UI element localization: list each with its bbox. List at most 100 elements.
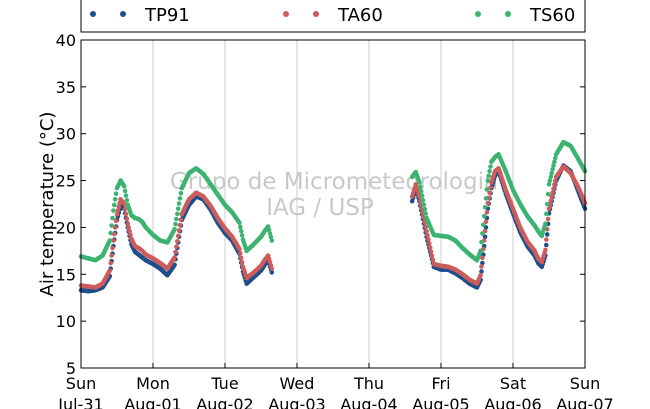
data-point (553, 155, 558, 161)
legend-label: TS60 (529, 5, 575, 26)
legend-entry-tp91: TP91 (90, 5, 190, 26)
data-point (478, 248, 483, 254)
data-point (543, 247, 548, 253)
data-point (483, 219, 489, 225)
data-point (479, 269, 484, 274)
data-point (484, 187, 490, 192)
x-tick-label-day: Wed (280, 374, 315, 393)
data-point (175, 233, 181, 239)
data-point (480, 260, 485, 266)
data-point (266, 227, 272, 233)
data-point (485, 178, 491, 183)
data-point (237, 220, 242, 226)
x-tick-label-date: Aug-02 (196, 395, 253, 409)
series-ta60 (78, 164, 588, 290)
data-point (485, 200, 491, 206)
data-point (429, 253, 435, 259)
x-tick-label-date: Aug-07 (556, 395, 613, 409)
y-tick-label: 20 (56, 218, 76, 237)
y-axis-ticks: 5 10 15 20 25 30 35 40 (56, 31, 585, 378)
data-point (176, 228, 182, 233)
data-point (488, 164, 493, 169)
data-point (544, 201, 550, 207)
data-point (545, 191, 551, 197)
data-point (428, 249, 434, 254)
data-point (178, 217, 184, 222)
data-point (482, 204, 488, 210)
y-tick-label: 15 (56, 265, 76, 284)
data-point (544, 232, 550, 237)
y-tick-label: 5 (66, 359, 76, 378)
data-point (488, 185, 493, 190)
series-ts60 (78, 139, 588, 263)
watermark-line-2: IAG / USP (266, 195, 374, 221)
data-point (238, 251, 243, 256)
data-point (421, 202, 427, 208)
data-point (123, 193, 129, 198)
x-tick-label-date: Jul-31 (57, 395, 103, 409)
data-point (111, 208, 116, 213)
data-point (487, 168, 492, 174)
data-point (551, 186, 556, 192)
data-point (176, 201, 182, 206)
y-axis-label: Air temperature (°C) (37, 112, 58, 297)
data-point (480, 231, 485, 236)
data-point (420, 197, 426, 203)
data-point (426, 237, 431, 242)
data-point (109, 223, 114, 228)
data-point (238, 228, 244, 234)
data-point (418, 189, 424, 194)
data-point (114, 212, 120, 217)
data-point (483, 196, 489, 201)
data-point (427, 245, 433, 250)
data-point (175, 211, 180, 217)
data-point (551, 163, 556, 168)
legend-marker (120, 11, 126, 17)
data-point (174, 244, 179, 249)
data-point (425, 232, 430, 238)
legend-marker (313, 11, 319, 17)
data-point (123, 211, 129, 217)
data-point (546, 206, 552, 211)
data-point (486, 173, 492, 179)
data-point (115, 208, 121, 213)
data-point (544, 211, 549, 217)
data-point (121, 201, 127, 207)
legend-entry-ts60: TS60 (475, 5, 575, 26)
data-point (111, 238, 116, 243)
data-point (112, 202, 117, 208)
data-point (113, 218, 119, 224)
data-point (419, 193, 425, 199)
legend-label: TA60 (337, 5, 383, 26)
data-point (423, 211, 429, 216)
watermark: Grupo de Micrometeorologia IAG / USP (170, 169, 498, 221)
data-point (173, 249, 178, 255)
data-point (430, 257, 436, 263)
y-tick-label: 25 (56, 172, 76, 191)
data-point (481, 222, 486, 228)
data-point (177, 222, 183, 228)
data-point (112, 231, 117, 237)
data-point (417, 180, 422, 185)
legend-marker (90, 11, 96, 17)
data-point (108, 260, 113, 266)
y-tick-label: 10 (56, 312, 76, 331)
data-point (481, 213, 487, 219)
data-point (113, 191, 119, 196)
data-point (109, 253, 114, 258)
data-point (268, 234, 274, 240)
watermark-line-1: Grupo de Micrometeorologia (170, 169, 498, 195)
data-point (172, 227, 177, 232)
data-point (549, 194, 554, 200)
x-tick-label-date: Aug-03 (268, 395, 325, 409)
data-point (112, 225, 118, 230)
x-tick-label-date: Aug-06 (484, 395, 541, 409)
data-point (553, 178, 558, 184)
x-tick-label-day: Fri (431, 374, 450, 393)
data-point (174, 216, 179, 222)
data-point (237, 246, 242, 252)
data-point (549, 170, 554, 176)
data-point (175, 206, 181, 211)
data-point (548, 174, 554, 180)
